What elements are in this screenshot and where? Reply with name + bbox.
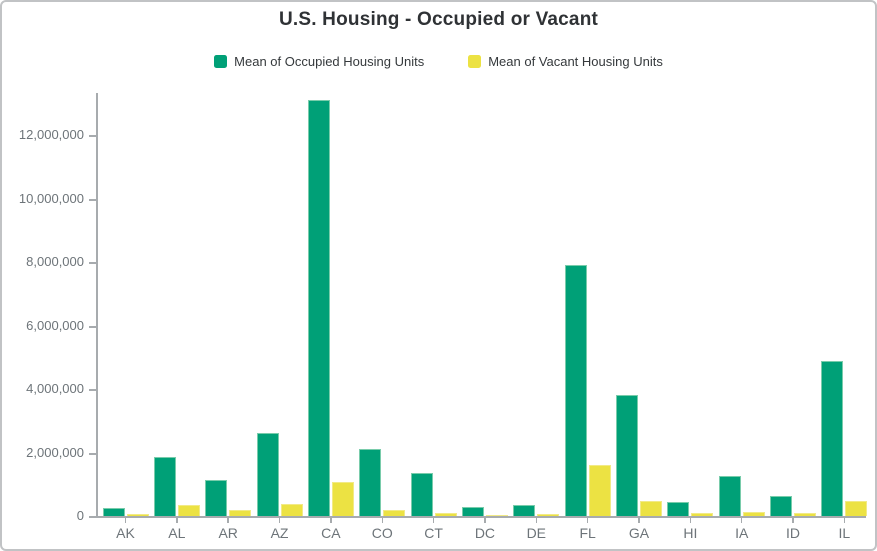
y-axis-label: 0 xyxy=(76,508,84,523)
y-axis-tick xyxy=(89,516,96,518)
bar-occupied-AR[interactable] xyxy=(205,480,228,516)
bar-occupied-CO[interactable] xyxy=(359,449,382,516)
bar-vacant-AK[interactable] xyxy=(126,514,149,516)
x-axis-tick xyxy=(124,518,127,523)
bar-vacant-CA[interactable] xyxy=(331,482,354,516)
chart-title: U.S. Housing - Occupied or Vacant xyxy=(278,9,599,30)
x-axis-tick xyxy=(330,518,332,523)
x-axis-label-AR: AR xyxy=(218,525,238,541)
x-axis-label-CA: CA xyxy=(321,525,341,541)
x-axis-label-CO: CO xyxy=(371,525,393,541)
x-axis-label-IA: IA xyxy=(735,525,749,541)
y-axis-tick xyxy=(89,325,96,328)
bar-vacant-CO[interactable] xyxy=(383,509,406,516)
y-axis-tick xyxy=(89,262,96,264)
bar-vacant-HI[interactable] xyxy=(691,513,714,516)
bar-vacant-FL[interactable] xyxy=(588,465,611,516)
x-axis-tick xyxy=(843,518,846,523)
y-axis-label: 8,000,000 xyxy=(26,254,84,269)
bar-occupied-AL[interactable] xyxy=(153,457,176,516)
bar-vacant-AZ[interactable] xyxy=(280,504,303,516)
x-axis-tick xyxy=(432,518,435,523)
y-axis-tick xyxy=(89,389,96,391)
bar-occupied-CA[interactable] xyxy=(307,100,330,516)
y-axis-tick xyxy=(89,135,96,137)
x-axis-tick xyxy=(638,518,640,523)
bar-vacant-DC[interactable] xyxy=(485,514,508,516)
bar-occupied-AZ[interactable] xyxy=(256,433,279,516)
bar-vacant-ID[interactable] xyxy=(794,513,817,516)
x-axis-label-AZ: AZ xyxy=(270,525,289,541)
bar-occupied-GA[interactable] xyxy=(616,395,638,516)
y-axis-tick xyxy=(89,198,96,201)
x-axis-label-CT: CT xyxy=(424,525,443,541)
y-axis-tick xyxy=(89,452,96,455)
bar-occupied-IA[interactable] xyxy=(718,476,741,516)
bar-occupied-HI[interactable] xyxy=(667,502,690,516)
bar-occupied-FL[interactable] xyxy=(564,264,587,516)
x-axis-label-AL: AL xyxy=(168,525,186,541)
x-axis-label-DE: DE xyxy=(526,525,547,541)
x-axis-tick xyxy=(689,518,692,523)
legend-item-vacant[interactable]: Mean of Vacant Housing Units xyxy=(468,54,663,69)
bar-vacant-AR[interactable] xyxy=(229,510,252,516)
x-axis-tick xyxy=(484,518,486,523)
bar-occupied-DC[interactable] xyxy=(461,507,484,516)
bar-vacant-DE[interactable] xyxy=(537,513,560,516)
x-axis-tick xyxy=(381,518,383,523)
bar-vacant-IL[interactable] xyxy=(845,501,868,516)
occupied-swatch-icon xyxy=(214,55,228,68)
y-axis-line xyxy=(96,93,98,518)
legend-label: Mean of Vacant Housing Units xyxy=(488,54,663,69)
x-axis-tick xyxy=(278,518,281,523)
x-axis-label-IL: IL xyxy=(838,525,851,541)
bar-occupied-IL[interactable] xyxy=(821,361,844,516)
y-axis-label: 10,000,000 xyxy=(18,190,84,206)
bar-vacant-GA[interactable] xyxy=(640,501,662,516)
x-axis-label-GA: GA xyxy=(628,525,650,541)
x-axis-label-HI: HI xyxy=(683,525,698,541)
bar-occupied-AK[interactable] xyxy=(102,508,125,516)
y-axis-label: 2,000,000 xyxy=(26,444,84,460)
vacant-swatch-icon xyxy=(468,55,482,68)
x-axis-line xyxy=(96,516,866,518)
bar-chart-plot: 0 2,000,000 4,000,000 6,000,000 8,000,000 10,… xyxy=(2,87,875,549)
bar-occupied-CT[interactable] xyxy=(410,473,433,516)
x-axis-label-FL: FL xyxy=(579,525,596,541)
bar-vacant-AL[interactable] xyxy=(177,504,200,516)
x-axis-label-DC: DC xyxy=(474,525,496,541)
legend-item-occupied[interactable]: Mean of Occupied Housing Units xyxy=(214,54,424,69)
x-axis-tick xyxy=(740,518,743,523)
y-axis-label: 4,000,000 xyxy=(26,381,84,396)
x-axis-label-ID: ID xyxy=(786,525,801,541)
bar-occupied-DE[interactable] xyxy=(513,505,536,516)
x-axis-tick xyxy=(586,518,589,523)
y-axis-label: 6,000,000 xyxy=(26,317,84,333)
bar-vacant-IA[interactable] xyxy=(742,512,765,516)
bar-occupied-ID[interactable] xyxy=(770,496,793,516)
bar-vacant-CT[interactable] xyxy=(434,512,457,516)
chart-legend: Mean of Occupied Housing Units Mean of Va… xyxy=(2,54,875,69)
x-axis-tick xyxy=(792,518,794,523)
x-axis-tick xyxy=(535,518,538,523)
x-axis-tick xyxy=(227,518,229,523)
y-axis-label: 12,000,000 xyxy=(18,127,84,142)
x-axis-label-AK: AK xyxy=(116,525,135,541)
legend-label: Mean of Occupied Housing Units xyxy=(234,54,425,69)
x-axis-tick xyxy=(176,518,178,523)
